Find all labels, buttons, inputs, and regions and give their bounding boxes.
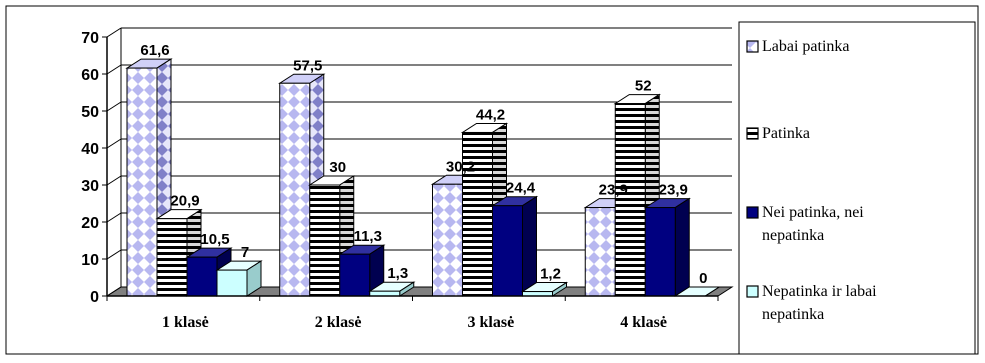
- data-label: 7: [241, 244, 249, 261]
- data-label: 30,2: [446, 158, 475, 175]
- bar-side: [704, 286, 720, 297]
- bar-side: [674, 197, 690, 297]
- y-tick-label: 60: [81, 67, 99, 84]
- x-tick-label: 2 klasė: [315, 314, 362, 331]
- gridline-side: [106, 286, 122, 297]
- legend-item: Nepatinka ir labai nepatinka: [746, 283, 877, 323]
- legend-label: Nepatinka ir labai nepatinka: [762, 283, 877, 323]
- bar: [215, 260, 263, 297]
- data-label: 44,2: [476, 106, 505, 123]
- y-tick-label: 40: [81, 141, 99, 158]
- data-label: 11,3: [354, 228, 382, 245]
- bar: [643, 197, 691, 297]
- bar-front: [279, 82, 311, 297]
- legend-label: Patinka: [762, 125, 810, 142]
- legend-swatch: [746, 127, 759, 140]
- legend-box: [738, 21, 976, 355]
- gridline-side: [106, 64, 122, 75]
- data-label: 1,3: [387, 265, 408, 282]
- data-label: 52: [635, 78, 652, 95]
- gridline-side: [106, 27, 122, 38]
- bar-side: [522, 195, 537, 297]
- data-label: 10,5: [200, 231, 229, 248]
- bar-front: [432, 183, 463, 297]
- data-label: 20,9: [170, 193, 199, 210]
- bar-front: [492, 205, 523, 297]
- bar-front: [309, 184, 341, 297]
- data-label: 1,2: [540, 266, 561, 283]
- x-tick-label: 1 klasė: [162, 314, 209, 331]
- bar: [490, 195, 539, 297]
- legend-swatch: [746, 206, 759, 219]
- bar-front: [126, 67, 158, 297]
- x-tick-label: 4 klasė: [620, 314, 667, 331]
- legend-item: Labai patinka: [746, 38, 850, 55]
- data-label: 30: [329, 159, 346, 176]
- data-label: 23,9: [659, 182, 688, 199]
- y-tick-label: 20: [81, 215, 99, 232]
- bar-front: [644, 207, 676, 297]
- bar-front: [339, 253, 371, 297]
- gridline-side: [106, 175, 122, 186]
- data-label: 24,4: [506, 180, 536, 197]
- gridline-side: [106, 101, 122, 112]
- bar-front: [186, 256, 218, 297]
- legend-swatch: [746, 40, 759, 53]
- data-label: 0: [699, 270, 707, 287]
- y-tick-label: 10: [81, 252, 99, 269]
- gridline-side: [106, 249, 122, 260]
- legend-item: Patinka: [746, 125, 810, 142]
- legend-swatch: [746, 285, 759, 298]
- data-label: 57,5: [293, 57, 322, 74]
- bar-front: [584, 207, 616, 297]
- bar-front: [614, 103, 646, 297]
- y-tick-label: 70: [81, 30, 99, 47]
- bar: [368, 281, 416, 297]
- data-label: 61,6: [140, 42, 169, 59]
- gridline-side: [106, 212, 122, 223]
- y-tick-label: 30: [81, 178, 99, 195]
- gridline-side: [106, 138, 122, 149]
- bar: [520, 281, 569, 297]
- x-tick-label: 3 klasė: [468, 314, 515, 331]
- bar-front: [462, 131, 493, 297]
- legend-label: Nei patinka, nei nepatinka: [762, 204, 864, 244]
- y-tick-label: 0: [90, 289, 99, 306]
- data-label: 23,9: [599, 182, 628, 199]
- bar-front: [156, 218, 188, 297]
- legend-item: Nei patinka, nei nepatinka: [746, 204, 864, 244]
- bar: [338, 244, 386, 297]
- bar-front: [216, 269, 248, 297]
- legend-label: Labai patinka: [762, 38, 850, 55]
- y-tick-label: 50: [81, 104, 99, 121]
